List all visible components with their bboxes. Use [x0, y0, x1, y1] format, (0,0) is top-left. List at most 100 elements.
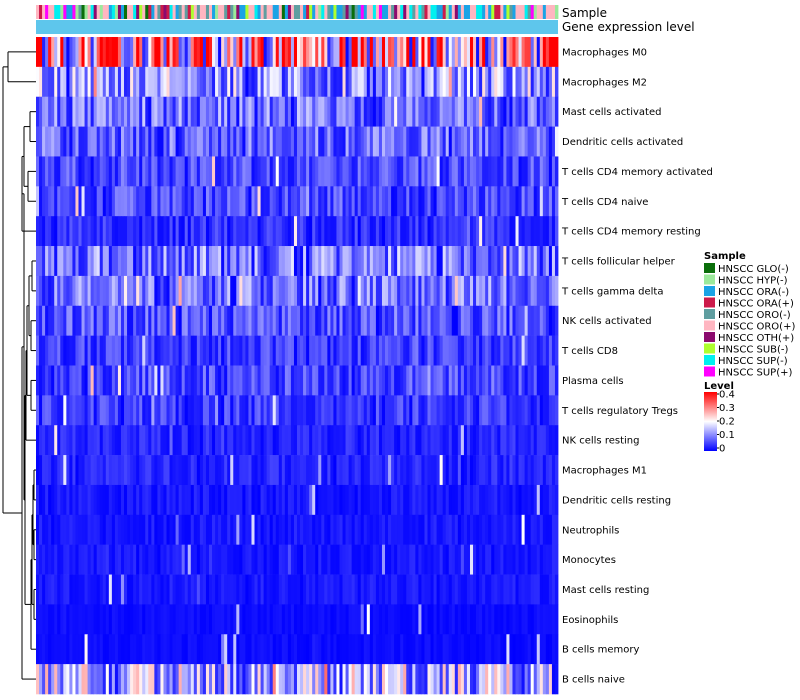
heatmap-cell — [421, 395, 425, 426]
heatmap-cell — [427, 37, 431, 68]
heatmap-cell — [297, 425, 301, 456]
heatmap-cell — [93, 604, 98, 635]
heatmap-cell — [354, 96, 359, 127]
heatmap-cell — [318, 335, 322, 366]
heatmap-cell — [199, 544, 204, 575]
heatmap-cell — [60, 66, 64, 98]
level-tick-label: 0.3 — [719, 403, 735, 414]
heatmap-cell — [81, 634, 85, 665]
heatmap-cell — [230, 96, 234, 127]
heatmap-cell — [48, 66, 52, 98]
heatmap-cell — [533, 544, 538, 575]
heatmap-cell — [303, 156, 307, 187]
heatmap-cell — [139, 365, 143, 396]
heatmap-cell — [275, 514, 280, 545]
heatmap-cell — [117, 275, 122, 307]
heatmap-cell — [448, 484, 453, 516]
heatmap-cell — [363, 246, 368, 277]
heatmap-cell — [466, 335, 471, 366]
heatmap-cell — [409, 634, 413, 665]
heatmap-cell — [424, 305, 428, 336]
heatmap-cell — [485, 634, 489, 665]
heatmap-cell — [512, 365, 516, 396]
heatmap-cell — [357, 395, 362, 426]
heatmap-cell — [315, 186, 319, 217]
heatmap-cell — [503, 335, 507, 366]
heatmap-cell — [196, 305, 201, 336]
heatmap-cell — [54, 126, 58, 157]
heatmap-cell — [148, 365, 152, 396]
heatmap-cell — [303, 544, 307, 575]
heatmap-cell — [272, 455, 277, 486]
heatmap-cell — [208, 335, 213, 366]
heatmap-cell — [257, 365, 261, 396]
heatmap-cell — [548, 216, 553, 247]
heatmap-cell — [397, 544, 401, 575]
heatmap-cell — [524, 514, 529, 545]
heatmap-cell — [78, 425, 82, 456]
heatmap-cell — [72, 514, 76, 545]
heatmap-cell — [388, 156, 392, 187]
heatmap-cell — [278, 604, 283, 635]
heatmap-cell — [60, 664, 64, 695]
heatmap-cell — [136, 604, 140, 635]
heatmap-cell — [554, 455, 559, 486]
heatmap-cell — [166, 395, 170, 426]
heatmap-cell — [503, 455, 507, 486]
heatmap-cell — [145, 455, 149, 486]
heatmap-cell — [409, 66, 413, 98]
heatmap-cell — [130, 126, 134, 157]
heatmap-cell — [512, 66, 516, 98]
heatmap-cell — [300, 96, 304, 127]
heatmap-cell — [451, 156, 456, 187]
heatmap-cell — [139, 484, 143, 516]
heatmap-cell — [369, 186, 374, 217]
heatmap-cell — [260, 335, 265, 366]
heatmap-cell — [142, 335, 146, 366]
heatmap-cell — [127, 574, 131, 605]
heatmap-cell — [163, 604, 167, 635]
legend-label: HNSCC ORA(-) — [718, 287, 789, 298]
heatmap-cell — [78, 514, 82, 545]
heatmap-cell — [324, 246, 328, 277]
heatmap-cell — [388, 395, 392, 426]
heatmap-cell — [391, 37, 395, 68]
heatmap-cell — [215, 186, 219, 217]
heatmap-cell — [193, 335, 198, 366]
heatmap-cell — [169, 395, 173, 426]
sample-annotation-cell — [193, 5, 198, 19]
heatmap-cell — [193, 96, 198, 127]
heatmap-cell — [433, 365, 437, 396]
heatmap-cell — [439, 484, 444, 516]
heatmap-cell — [548, 335, 553, 366]
heatmap-cell — [260, 395, 265, 426]
heatmap-cell — [521, 66, 526, 98]
sample-annotation-cell — [142, 5, 146, 19]
heatmap-cell — [75, 37, 79, 68]
heatmap-cell — [445, 604, 450, 635]
heatmap-cell — [190, 305, 195, 336]
sample-annotation-cell — [154, 5, 158, 19]
heatmap-cell — [142, 574, 146, 605]
heatmap-cell — [248, 305, 252, 336]
heatmap-cell — [202, 455, 207, 486]
heatmap-cell — [257, 66, 261, 98]
sample-annotation-cell — [418, 5, 422, 19]
heatmap-cell — [442, 66, 447, 98]
heatmap-cell — [130, 395, 134, 426]
heatmap-cell — [497, 574, 501, 605]
heatmap-cell — [151, 305, 155, 336]
heatmap-cell — [290, 275, 295, 307]
heatmap-cell — [409, 156, 413, 187]
heatmap-cell — [239, 156, 243, 187]
sample-annotation-cell — [136, 5, 140, 19]
heatmap-cell — [427, 305, 431, 336]
heatmap-cell — [509, 425, 513, 456]
heatmap-cell — [521, 544, 526, 575]
heatmap-cell — [312, 156, 316, 187]
heatmap-cell — [551, 37, 556, 68]
heatmap-cell — [251, 66, 255, 98]
heatmap-cell — [400, 335, 404, 366]
heatmap-cell — [530, 275, 535, 307]
heatmap-cell — [242, 275, 246, 307]
